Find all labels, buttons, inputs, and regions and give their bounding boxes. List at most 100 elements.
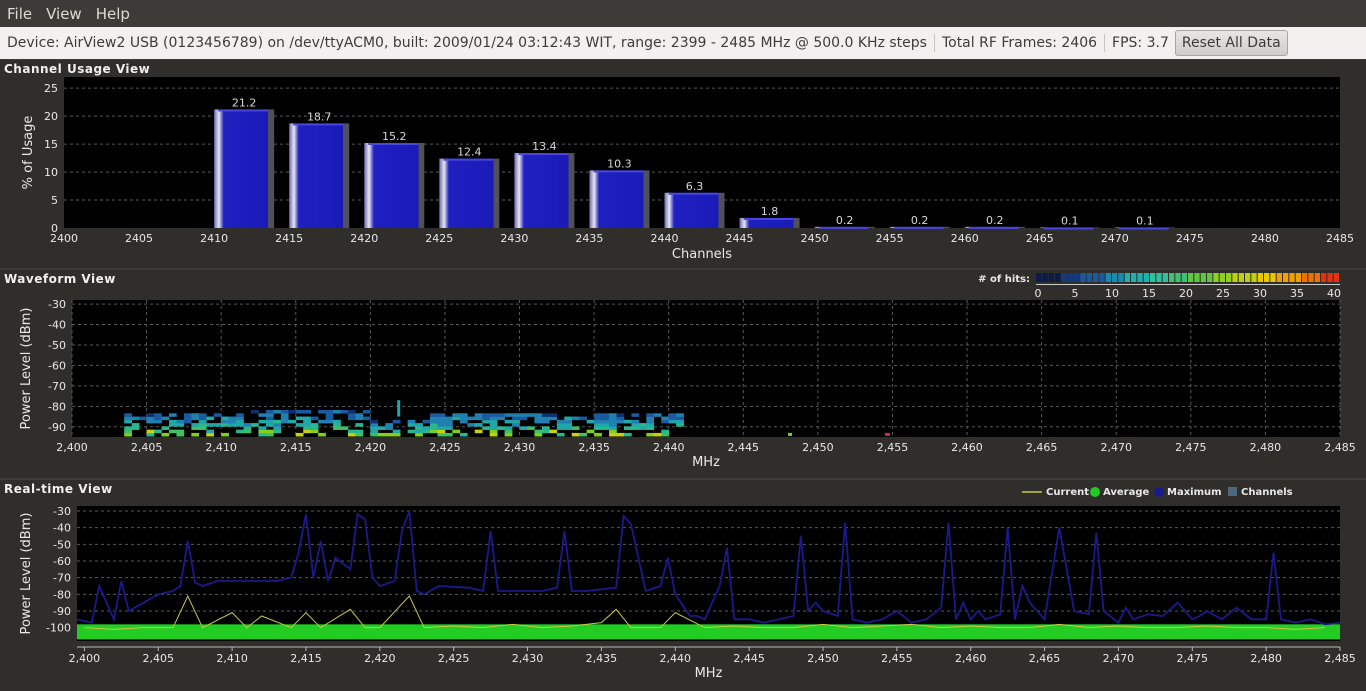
hits-legend-swatch xyxy=(1213,273,1219,282)
heat-cell xyxy=(340,410,349,414)
heat-cell xyxy=(146,432,155,437)
heat-cell xyxy=(206,416,215,421)
hits-legend-swatch xyxy=(1150,273,1156,282)
heat-cell xyxy=(146,419,155,424)
y-tick-label: -80 xyxy=(48,400,66,413)
reset-all-data-button[interactable]: Reset All Data xyxy=(1174,30,1288,56)
y-tick-label: -70 xyxy=(53,572,71,585)
heat-cell xyxy=(489,413,498,417)
hits-legend-tick: 35 xyxy=(1290,287,1304,300)
x-tick-label: 2,400 xyxy=(69,652,101,665)
x-tick-label: 2,425 xyxy=(438,652,470,665)
heat-cell xyxy=(646,432,655,437)
heat-cell xyxy=(676,413,684,417)
heat-cell xyxy=(489,429,498,434)
average-area xyxy=(77,624,1340,640)
hits-legend-swatch xyxy=(1124,273,1130,282)
heat-cell xyxy=(594,413,602,417)
heat-cell xyxy=(564,423,573,427)
realtime-panel: Real-time View -30 -40 -50 -60 -70 -80 -90 -100… xyxy=(0,480,1366,691)
channel-usage-panel: Channel Usage View 0 5 10 15 20 25 2400 2405 241… xyxy=(0,60,1366,268)
realtime-chart: -30 -40 -50 -60 -70 -80 -90 -100 2,400 2,405 2,410… xyxy=(19,487,1356,681)
x-tick-label: 2,445 xyxy=(733,652,765,665)
y-axis-title: Power Level (dBm) xyxy=(19,513,34,635)
heat-cell xyxy=(154,429,162,434)
separator xyxy=(1104,34,1106,52)
bar xyxy=(289,123,350,228)
hits-legend-swatch xyxy=(1055,273,1061,282)
bar-value-label: 0.1 xyxy=(1061,214,1079,227)
rf-frames-count: Total RF Frames: 2406 xyxy=(941,35,1098,51)
x-tick-label: 2,455 xyxy=(881,652,913,665)
legend-swatch xyxy=(1228,487,1237,496)
heat-cell xyxy=(467,416,476,421)
heat-cell xyxy=(676,423,684,427)
heat-cell xyxy=(556,419,565,424)
heat-cell xyxy=(482,426,490,430)
heat-cell xyxy=(221,416,229,421)
heat-cell xyxy=(325,419,334,424)
x-tick-label: 2420 xyxy=(350,232,378,245)
panel-title: Real-time View xyxy=(4,482,113,496)
heat-cell xyxy=(303,410,311,414)
y-tick-label: -60 xyxy=(48,359,66,372)
heat-cell xyxy=(474,413,483,417)
heat-cell xyxy=(355,423,364,427)
bar-top xyxy=(743,217,794,220)
x-tick-label: 2,415 xyxy=(280,441,312,454)
heat-cell xyxy=(594,423,602,427)
heat-cell xyxy=(661,416,670,421)
heat-cell xyxy=(676,419,684,424)
heat-cell xyxy=(251,410,259,414)
menu-view[interactable]: View xyxy=(46,4,82,23)
heat-cell xyxy=(124,419,132,424)
heat-cell xyxy=(586,419,595,424)
heat-cell xyxy=(646,416,655,421)
y-axis-title: % of Usage xyxy=(21,116,36,190)
y-tick-label: -50 xyxy=(48,339,66,352)
heat-cell xyxy=(444,416,453,421)
heat-cell xyxy=(415,426,423,430)
heat-cell xyxy=(236,429,244,434)
heat-cell xyxy=(377,432,386,437)
heat-cell xyxy=(407,423,416,427)
hits-legend-swatch xyxy=(1112,273,1118,282)
menu-help[interactable]: Help xyxy=(95,4,130,23)
heat-cell xyxy=(631,423,640,427)
heat-cell xyxy=(534,416,543,421)
heat-cell xyxy=(191,426,200,430)
heat-cell xyxy=(355,413,364,417)
hits-legend-swatch xyxy=(1067,273,1073,282)
heat-cell xyxy=(340,426,349,430)
bar-value-label: 15.2 xyxy=(382,130,407,143)
heat-cell xyxy=(303,416,311,421)
heat-cell xyxy=(280,419,289,424)
heat-cell xyxy=(512,419,520,424)
heat-cell xyxy=(459,419,468,424)
heat-cell xyxy=(265,423,274,427)
heat-cell xyxy=(288,419,297,424)
heat-cell xyxy=(474,416,483,421)
hits-legend-swatch xyxy=(1118,273,1124,282)
bar-top xyxy=(1043,227,1094,230)
bar xyxy=(214,109,275,228)
y-tick-label: -30 xyxy=(48,298,66,311)
heat-cell xyxy=(280,410,289,414)
heat-cell xyxy=(295,410,304,414)
heat-cell xyxy=(444,432,453,437)
waveform-panel: Waveform View -30 -40 -50 -60 -70 -80 -90 2,400… xyxy=(0,270,1366,478)
x-tick-label: 2485 xyxy=(1326,232,1354,245)
heat-cell xyxy=(221,419,229,424)
heat-cell xyxy=(668,419,677,424)
y-tick-label: 20 xyxy=(44,110,58,123)
x-tick-label: 2435 xyxy=(575,232,603,245)
y-tick-label: 15 xyxy=(44,138,58,151)
menu-file[interactable]: File xyxy=(7,4,33,23)
heat-cell xyxy=(124,416,132,421)
heat-cell xyxy=(236,419,244,424)
heat-cell xyxy=(198,416,207,421)
heat-cell xyxy=(392,432,401,437)
heat-cell xyxy=(228,423,237,427)
heat-cell xyxy=(280,416,289,421)
heat-cell xyxy=(788,432,793,436)
